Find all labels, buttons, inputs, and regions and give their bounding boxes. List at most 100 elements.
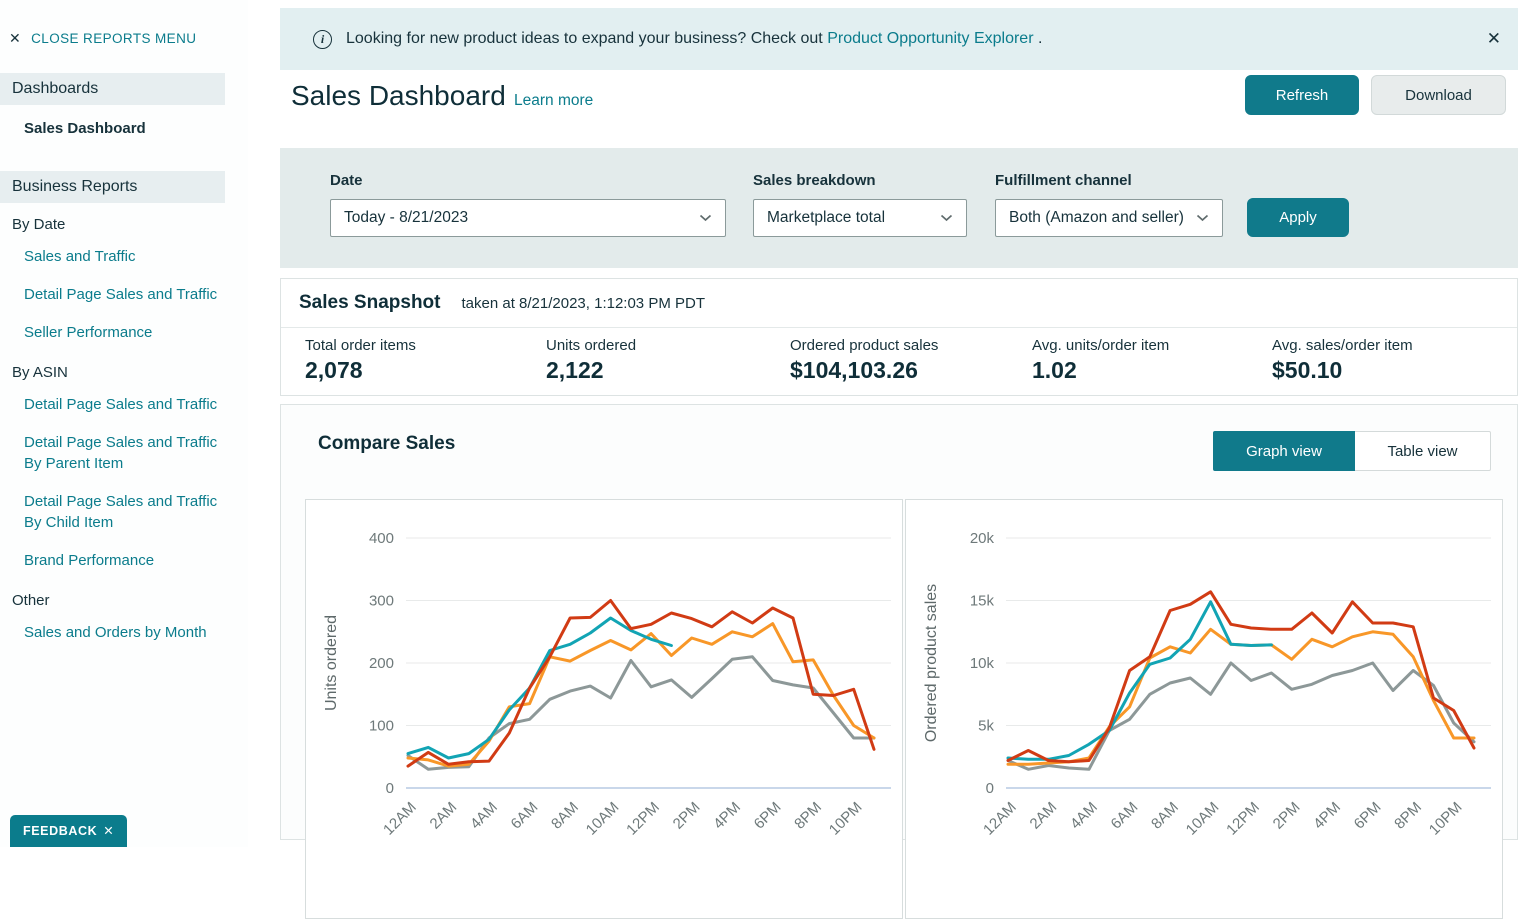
sidebar-subheader-by-date: By Date	[12, 216, 66, 233]
svg-text:10AM: 10AM	[1183, 799, 1223, 839]
svg-text:20k: 20k	[970, 530, 995, 547]
sidebar-item-brand-performance[interactable]: Brand Performance	[24, 552, 155, 569]
svg-text:12AM: 12AM	[380, 799, 420, 839]
date-filter-label: Date	[330, 172, 363, 189]
svg-text:200: 200	[369, 655, 394, 672]
svg-text:10AM: 10AM	[583, 799, 623, 839]
feedback-button[interactable]: FEEDBACK ✕	[10, 815, 128, 847]
svg-text:6AM: 6AM	[1108, 799, 1142, 833]
fulfillment-channel-select[interactable]: Both (Amazon and seller)	[995, 199, 1223, 237]
compare-sales-title: Compare Sales	[318, 433, 456, 454]
close-icon: ✕	[9, 30, 22, 46]
svg-text:2AM: 2AM	[427, 799, 461, 833]
page-header: Sales Dashboard Learn more Refresh Downl…	[280, 70, 1518, 148]
ordered-product-sales-chart: 0 5k 10k 15k 20k 12AM 2AM 4AM 6AM 8AM 10AM 12PM 2PM 4…	[923, 530, 1491, 839]
chevron-down-icon	[1196, 209, 1209, 227]
svg-text:Units ordered: Units ordered	[323, 615, 340, 711]
svg-text:300: 300	[369, 593, 394, 610]
info-icon: i	[313, 29, 332, 49]
svg-text:8PM: 8PM	[791, 799, 825, 833]
svg-text:8PM: 8PM	[1391, 799, 1425, 833]
metric-total-order-items: Total order items 2,078	[305, 337, 416, 383]
feedback-label: FEEDBACK	[23, 824, 98, 838]
svg-text:5k: 5k	[978, 718, 994, 735]
sidebar-item-sales-and-traffic[interactable]: Sales and Traffic	[24, 248, 136, 265]
graph-view-tab[interactable]: Graph view	[1213, 431, 1355, 471]
product-opportunity-explorer-link[interactable]: Product Opportunity Explorer	[827, 30, 1034, 47]
metric-avg-sales-order-item: Avg. sales/order item $50.10	[1272, 337, 1413, 383]
chevron-down-icon	[699, 209, 712, 227]
banner-close-icon[interactable]: ✕	[1486, 29, 1501, 48]
reports-sidebar: ✕ CLOSE REPORTS MENU Dashboards Sales Da…	[0, 0, 248, 847]
svg-text:12PM: 12PM	[1223, 799, 1263, 839]
metric-avg-units-order-item: Avg. units/order item 1.02	[1032, 337, 1170, 383]
svg-text:12AM: 12AM	[980, 799, 1020, 839]
svg-text:10PM: 10PM	[1426, 799, 1466, 839]
sidebar-item-detail-page-by-parent-item[interactable]: Detail Page Sales and Traffic By Parent …	[24, 434, 218, 472]
sidebar-item-detail-page-by-child-item[interactable]: Detail Page Sales and Traffic By Child I…	[24, 493, 218, 531]
sidebar-item-sales-dashboard[interactable]: Sales Dashboard	[24, 120, 146, 137]
svg-text:6PM: 6PM	[751, 799, 785, 833]
learn-more-link[interactable]: Learn more	[514, 92, 594, 109]
filter-bar: Date Today - 8/21/2023 Sales breakdown M…	[280, 148, 1518, 268]
sidebar-item-detail-page-sales-traffic[interactable]: Detail Page Sales and Traffic	[24, 286, 218, 303]
svg-text:4AM: 4AM	[1067, 799, 1101, 833]
svg-text:10k: 10k	[970, 655, 995, 672]
close-reports-menu-button[interactable]: ✕ CLOSE REPORTS MENU	[0, 0, 248, 47]
table-view-tab[interactable]: Table view	[1355, 431, 1491, 471]
banner-text: Looking for new product ideas to expand …	[346, 30, 823, 47]
svg-text:Ordered product sales: Ordered product sales	[923, 584, 940, 742]
page-title: Sales Dashboard	[291, 80, 506, 111]
fulfillment-channel-value: Both (Amazon and seller)	[1009, 209, 1184, 226]
sales-breakdown-select[interactable]: Marketplace total	[753, 199, 967, 237]
svg-text:100: 100	[369, 718, 394, 735]
refresh-button[interactable]: Refresh	[1245, 75, 1359, 115]
sidebar-header-dashboards: Dashboards	[0, 73, 225, 105]
svg-text:10PM: 10PM	[826, 799, 866, 839]
sidebar-subheader-by-asin: By ASIN	[12, 364, 68, 381]
view-toggle: Graph view Table view	[1213, 431, 1491, 471]
sidebar-header-business-reports: Business Reports	[0, 171, 225, 203]
units-ordered-chart-panel: 0 100 200 300 400 12AM 2AM 4AM 6AM 8AM 10AM 12PM 2PM…	[305, 499, 903, 919]
sales-breakdown-label: Sales breakdown	[753, 172, 876, 189]
svg-text:2PM: 2PM	[1270, 799, 1304, 833]
svg-text:12PM: 12PM	[623, 799, 663, 839]
date-filter-value: Today - 8/21/2023	[344, 209, 469, 226]
snapshot-timestamp: taken at 8/21/2023, 1:12:03 PM PDT	[461, 294, 706, 312]
svg-text:0: 0	[986, 780, 994, 797]
svg-text:4AM: 4AM	[467, 799, 501, 833]
sales-snapshot-section: Sales Snapshot taken at 8/21/2023, 1:12:…	[280, 278, 1518, 396]
svg-text:4PM: 4PM	[710, 799, 744, 833]
metric-units-ordered: Units ordered 2,122	[546, 337, 637, 383]
svg-text:8AM: 8AM	[548, 799, 582, 833]
apply-button[interactable]: Apply	[1247, 198, 1349, 237]
svg-text:0: 0	[386, 780, 394, 797]
close-reports-menu-label: CLOSE REPORTS MENU	[31, 31, 197, 46]
banner-text-end: .	[1037, 30, 1043, 47]
main-content: i Looking for new product ideas to expan…	[280, 0, 1518, 919]
svg-text:6PM: 6PM	[1351, 799, 1385, 833]
ordered-product-sales-chart-panel: 0 5k 10k 15k 20k 12AM 2AM 4AM 6AM 8AM 10AM 12PM 2PM 4…	[905, 499, 1503, 919]
fulfillment-channel-label: Fulfillment channel	[995, 172, 1132, 189]
sidebar-item-sales-orders-by-month[interactable]: Sales and Orders by Month	[24, 624, 207, 641]
sales-breakdown-value: Marketplace total	[767, 209, 886, 226]
date-filter-select[interactable]: Today - 8/21/2023	[330, 199, 726, 237]
svg-text:400: 400	[369, 530, 394, 547]
feedback-close-icon: ✕	[103, 824, 115, 838]
chevron-down-icon	[940, 209, 953, 227]
units-ordered-chart: 0 100 200 300 400 12AM 2AM 4AM 6AM 8AM 10AM 12PM 2PM…	[323, 530, 891, 839]
svg-text:2AM: 2AM	[1027, 799, 1061, 833]
svg-text:2PM: 2PM	[670, 799, 704, 833]
sidebar-item-detail-page-sales-traffic-asin[interactable]: Detail Page Sales and Traffic	[24, 396, 218, 413]
sidebar-item-seller-performance[interactable]: Seller Performance	[24, 324, 153, 341]
svg-text:15k: 15k	[970, 593, 995, 610]
sales-snapshot-title: Sales Snapshot	[299, 292, 441, 313]
sidebar-subheader-other: Other	[12, 592, 50, 609]
metric-ordered-product-sales: Ordered product sales $104,103.26	[790, 337, 939, 383]
svg-text:6AM: 6AM	[508, 799, 542, 833]
download-button[interactable]: Download	[1371, 75, 1506, 115]
svg-text:8AM: 8AM	[1148, 799, 1182, 833]
info-banner: i Looking for new product ideas to expan…	[280, 8, 1518, 70]
compare-sales-section: Compare Sales Graph view Table view 0 100…	[280, 404, 1518, 919]
